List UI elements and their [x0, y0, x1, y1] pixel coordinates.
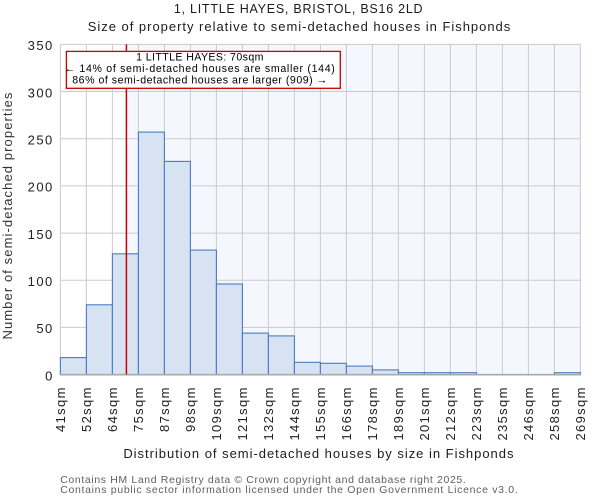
svg-text:100: 100 — [28, 274, 54, 289]
svg-text:Contains public sector informa: Contains public sector information licen… — [60, 484, 518, 496]
svg-text:200: 200 — [28, 180, 54, 195]
svg-text:350: 350 — [28, 38, 54, 53]
svg-text:41sqm: 41sqm — [53, 386, 68, 432]
svg-text:52sqm: 52sqm — [79, 386, 94, 432]
svg-text:Number of semi-detached proper: Number of semi-detached properties — [0, 91, 15, 339]
svg-text:144sqm: 144sqm — [287, 386, 302, 440]
svg-text:189sqm: 189sqm — [391, 386, 406, 440]
svg-text:1 LITTLE HAYES: 70sqm: 1 LITTLE HAYES: 70sqm — [136, 52, 264, 64]
svg-text:246sqm: 246sqm — [521, 386, 536, 440]
svg-text:1, LITTLE HAYES, BRISTOL, BS16: 1, LITTLE HAYES, BRISTOL, BS16 2LD — [174, 2, 423, 16]
svg-text:64sqm: 64sqm — [105, 386, 120, 432]
svg-text:50: 50 — [36, 321, 53, 336]
svg-text:250: 250 — [28, 133, 54, 148]
svg-text:121sqm: 121sqm — [235, 386, 250, 440]
svg-text:223sqm: 223sqm — [469, 386, 484, 440]
svg-text:269sqm: 269sqm — [573, 386, 588, 440]
svg-text:Size of property relative to s: Size of property relative to semi-detach… — [88, 19, 512, 34]
svg-text:201sqm: 201sqm — [417, 386, 432, 440]
svg-text:0: 0 — [45, 368, 54, 383]
svg-text:212sqm: 212sqm — [443, 386, 458, 440]
svg-text:87sqm: 87sqm — [157, 386, 172, 432]
svg-text:98sqm: 98sqm — [183, 386, 198, 432]
svg-text:Distribution of semi-detached: Distribution of semi-detached houses by … — [123, 446, 514, 461]
svg-text:300: 300 — [28, 85, 54, 100]
svg-text:155sqm: 155sqm — [313, 386, 328, 440]
svg-text:75sqm: 75sqm — [131, 386, 146, 432]
svg-text:166sqm: 166sqm — [339, 386, 354, 440]
svg-text:← 14% of semi-detached houses: ← 14% of semi-detached houses are smalle… — [64, 63, 335, 75]
svg-text:258sqm: 258sqm — [547, 386, 562, 440]
svg-text:150: 150 — [28, 227, 54, 242]
svg-text:178sqm: 178sqm — [365, 386, 380, 440]
svg-text:86% of semi-detached houses ar: 86% of semi-detached houses are larger (… — [72, 74, 327, 86]
svg-text:109sqm: 109sqm — [209, 386, 224, 440]
svg-text:Contains HM Land Registry data: Contains HM Land Registry data © Crown c… — [60, 474, 466, 486]
svg-text:235sqm: 235sqm — [495, 386, 510, 440]
svg-text:132sqm: 132sqm — [261, 386, 276, 440]
